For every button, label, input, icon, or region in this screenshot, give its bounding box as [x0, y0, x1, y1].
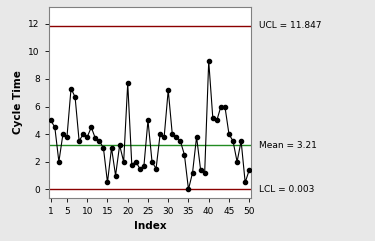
Text: LCL = 0.003: LCL = 0.003: [259, 185, 314, 194]
X-axis label: Index: Index: [134, 221, 166, 231]
Y-axis label: Cycle Time: Cycle Time: [13, 70, 22, 134]
Text: UCL = 11.847: UCL = 11.847: [259, 21, 321, 30]
Text: Mean = 3.21: Mean = 3.21: [259, 141, 316, 150]
